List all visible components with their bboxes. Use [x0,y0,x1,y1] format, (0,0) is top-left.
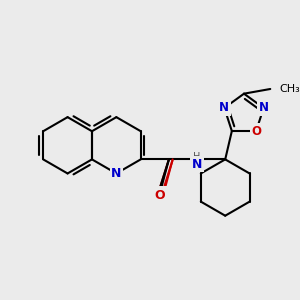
Text: N: N [111,167,122,180]
Text: O: O [155,187,166,200]
Text: O: O [251,124,261,137]
Text: O: O [154,190,165,202]
Text: N: N [259,101,269,115]
Text: N: N [219,101,229,115]
Text: CH₃: CH₃ [280,84,300,94]
Text: H: H [194,152,201,162]
Text: N: N [192,158,202,171]
